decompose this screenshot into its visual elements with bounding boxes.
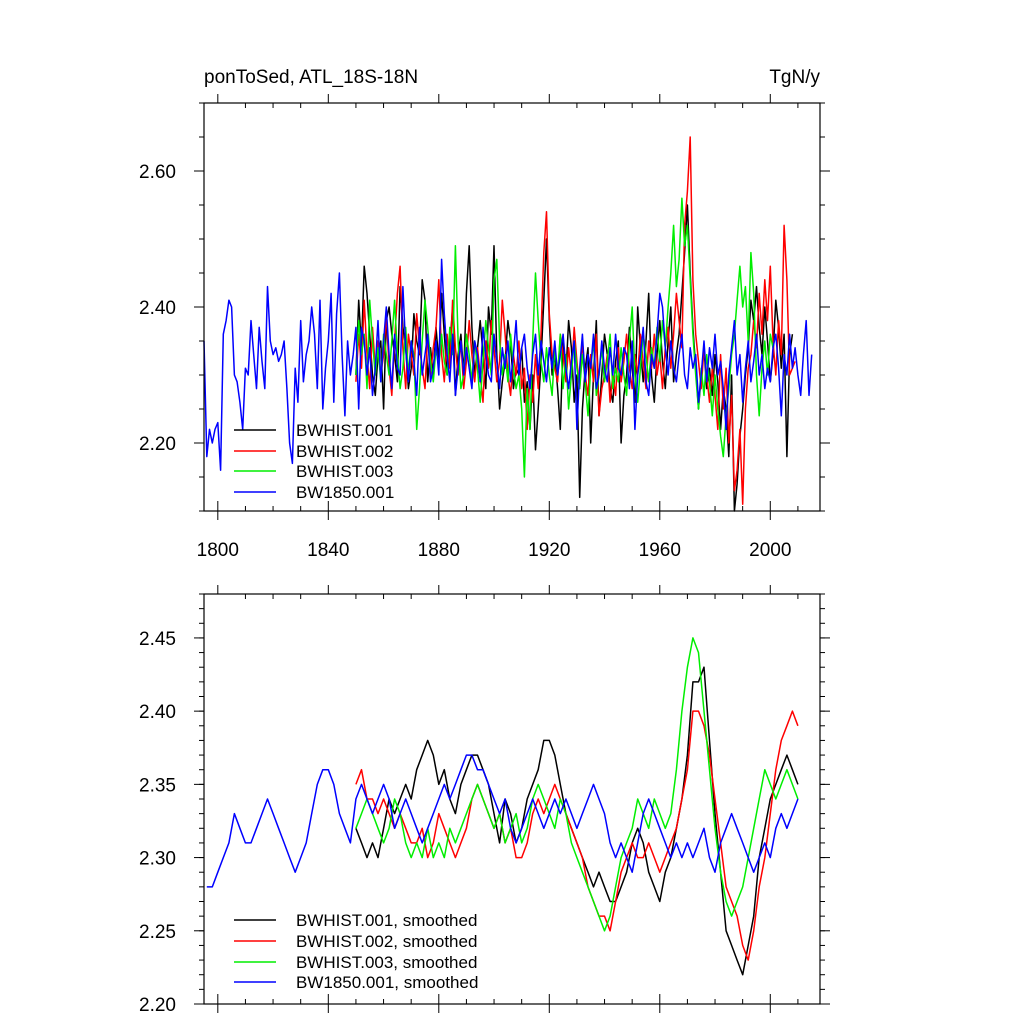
legend-label-bwhist-002: BWHIST.002 xyxy=(296,442,393,461)
top-series-bwhist-003 xyxy=(355,197,774,478)
top-panel-legend: BWHIST.001 BWHIST.002 BWHIST.003 BW1850.… xyxy=(234,421,394,502)
top-y-tick-label: 2.40 xyxy=(139,298,176,319)
top-x-tick-label: 1920 xyxy=(528,540,570,561)
top-x-tick-label: 1880 xyxy=(418,540,460,561)
top-panel-title-right: TgN/y xyxy=(769,67,820,88)
top-panel-title-left: ponToSed, ATL_18S-18N xyxy=(204,67,418,88)
legend-label-bwhist-002-smoothed: BWHIST.002, smoothed xyxy=(296,932,477,951)
bottom-y-tick-label: 2.35 xyxy=(139,775,176,796)
bottom-panel-axes: 2.20 2.25 2.30 2.35 2.40 2.45 xyxy=(139,585,830,1016)
bottom-y-tick-label: 2.45 xyxy=(139,629,176,650)
legend-label-bwhist-001: BWHIST.001 xyxy=(296,421,393,440)
legend-label-bwhist-003: BWHIST.003 xyxy=(296,462,393,481)
bottom-panel: 2.20 2.25 2.30 2.35 2.40 2.45 BWHIST.001, smo… xyxy=(139,585,830,1016)
legend-label-bw1850-001: BW1850.001 xyxy=(296,483,394,502)
bottom-panel-legend: BWHIST.001, smoothed BWHIST.002, smoothe… xyxy=(234,911,478,992)
bottom-series-bwhist-003-smoothed xyxy=(355,637,799,932)
top-x-tick-label: 2000 xyxy=(749,540,791,561)
top-panel-axes: 1800 1840 1880 1920 1960 2000 2.20 2.40 2.60 xyxy=(139,94,830,561)
bottom-y-tick-label: 2.40 xyxy=(139,702,176,723)
legend-label-bwhist-003-smoothed: BWHIST.003, smoothed xyxy=(296,953,477,972)
top-x-tick-label: 1840 xyxy=(307,540,349,561)
legend-label-bw1850-001-smoothed: BW1850.001, smoothed xyxy=(296,973,478,992)
top-y-tick-label: 2.60 xyxy=(139,162,176,183)
top-series-bw1850-001 xyxy=(203,258,813,471)
top-series-bwhist-001 xyxy=(355,204,794,512)
top-panel-plot-area xyxy=(203,136,813,512)
legend-label-bwhist-001-smoothed: BWHIST.001, smoothed xyxy=(296,911,477,930)
bottom-y-tick-label: 2.25 xyxy=(139,922,176,943)
top-x-tick-label: 1800 xyxy=(197,540,239,561)
bottom-series-bw1850-001-smoothed xyxy=(206,754,799,888)
bottom-y-tick-label: 2.30 xyxy=(139,849,176,870)
top-y-tick-label: 2.20 xyxy=(139,434,176,455)
top-panel: ponToSed, ATL_18S-18N TgN/y 1800 1840 1880… xyxy=(139,67,830,561)
top-x-tick-label: 1960 xyxy=(639,540,681,561)
bottom-panel-plot-area xyxy=(206,637,799,976)
bottom-y-tick-label: 2.20 xyxy=(139,995,176,1016)
bottom-series-bwhist-002-smoothed xyxy=(355,710,799,961)
